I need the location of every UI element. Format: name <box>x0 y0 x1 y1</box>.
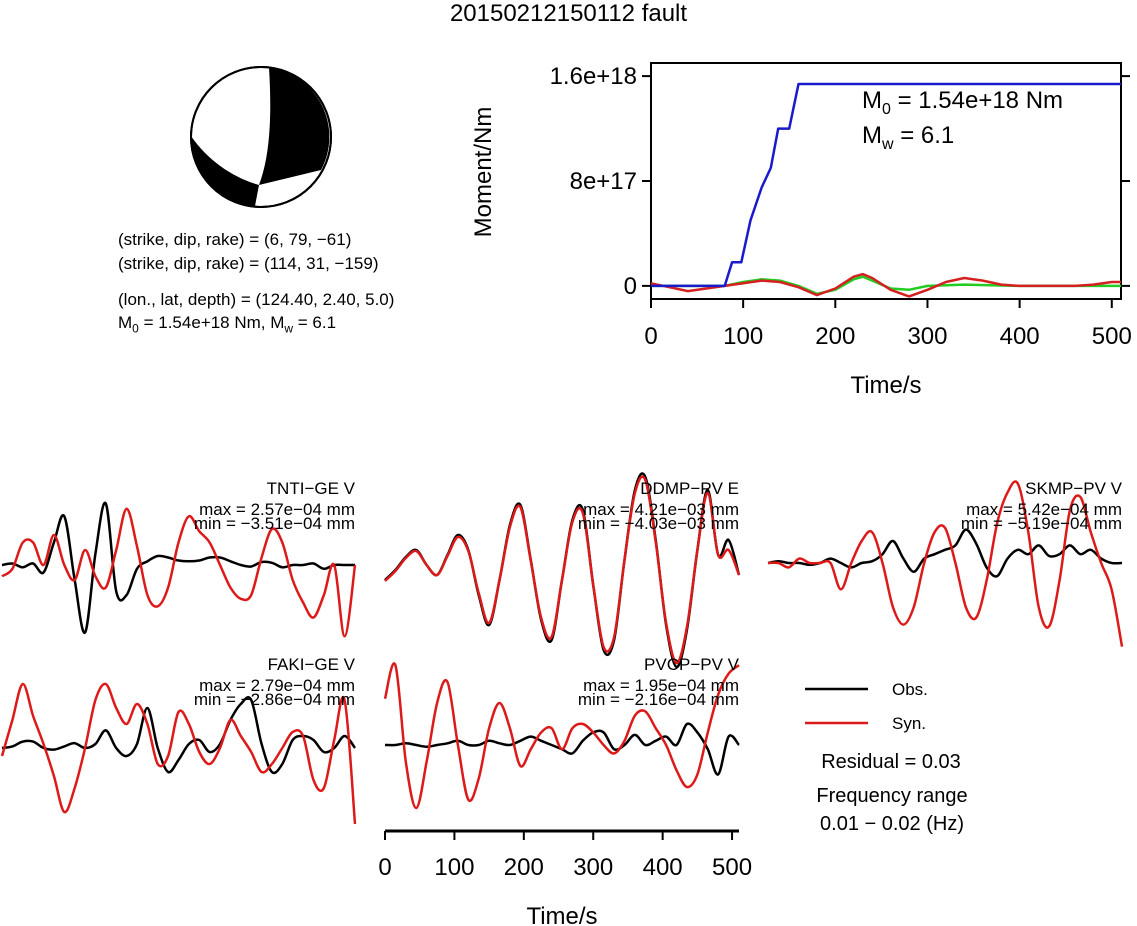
station-min: min = −3.51e−04 mm <box>194 514 355 533</box>
waveform-xtick-label: 300 <box>573 854 613 881</box>
station-min: min = −5.19e−04 mm <box>961 514 1122 533</box>
moment-ylabel: Moment/Nm <box>470 107 497 238</box>
waveform-x-ticks: 0 100 200 300 400 500 <box>378 831 752 881</box>
waveform-xtick-label: 0 <box>378 854 391 881</box>
nodal-plane-2: (strike, dip, rake) = (114, 31, −159) <box>118 254 379 273</box>
moment-ytick-label: 0 <box>624 273 637 300</box>
m0-annotation: M0 = 1.54e+18 Nm <box>862 87 1063 118</box>
residual-text: Residual = 0.03 <box>821 751 961 773</box>
station-name: SKMP−PV V <box>1025 479 1123 498</box>
station-max: max = 1.95e−04 mm <box>583 676 739 695</box>
mw-annotation: Mw = 6.1 <box>862 122 954 153</box>
frequency-range-label: Frequency range <box>816 785 967 807</box>
synthetic-waveform <box>767 480 1124 647</box>
synthetic-waveform <box>383 662 740 810</box>
moment-ytick-label: 8e+17 <box>570 168 637 195</box>
station-name: PVCP−PV V <box>644 655 740 674</box>
observed-waveform <box>1 501 355 634</box>
beachball-diagram <box>190 66 332 208</box>
moment-series-line-2 <box>651 275 1121 296</box>
moment-magnitude-line: M0 = 1.54e+18 Nm, Mw = 6.1 <box>118 313 337 336</box>
waveform-time-axis: 0 100 200 300 400 500 Time/s <box>378 829 752 926</box>
moment-xtick-label: 300 <box>907 323 947 350</box>
moment-plot: 0 8e+17 1.6e+18 0 100 200 300 400 500 Moment/Nm… <box>470 62 1132 399</box>
moment-ytick-label: 1.6e+18 <box>550 63 637 90</box>
moment-series-line-1 <box>650 272 1121 298</box>
moment-series-line-0 <box>651 82 1121 288</box>
synthetic-waveform <box>1 507 357 638</box>
moment-series <box>650 82 1121 298</box>
synthetic-waveform <box>384 475 741 665</box>
waveform-xtick-label: 400 <box>643 854 683 881</box>
station-min: min = −2.16e−04 mm <box>578 690 739 709</box>
observed-waveform <box>767 528 1123 578</box>
moment-xtick-label: 100 <box>723 323 763 350</box>
synthetic-waveform <box>0 682 357 825</box>
beachball-compressional-quadrant-2 <box>190 136 259 206</box>
waveform-xtick-label: 200 <box>504 854 544 881</box>
station-max: max = 4.21e−03 mm <box>583 500 739 519</box>
moment-x-ticks: 0 100 200 300 400 500 <box>644 299 1132 350</box>
waveform-xtick-label: 500 <box>712 854 752 881</box>
legend-syn-label: Syn. <box>892 714 926 733</box>
moment-xtick-label: 0 <box>644 323 657 350</box>
legend: Obs. Syn. Residual = 0.03 Frequency rang… <box>805 680 968 835</box>
station-min: min = −4.03e−03 mm <box>578 514 739 533</box>
moment-xtick-label: 400 <box>1000 323 1040 350</box>
moment-xtick-label: 500 <box>1092 323 1132 350</box>
figure-title: 20150212150112 fault <box>449 0 688 27</box>
source-location: (lon., lat, depth) = (124.40, 2.40, 5.0) <box>118 290 395 309</box>
legend-obs-label: Obs. <box>892 680 928 699</box>
nodal-plane-1: (strike, dip, rake) = (6, 79, −61) <box>118 230 352 249</box>
station-name: FAKI−GE V <box>268 655 356 674</box>
moment-plot-frame <box>650 62 1122 300</box>
waveform-xlabel: Time/s <box>526 903 597 926</box>
moment-xtick-label: 200 <box>815 323 855 350</box>
beachball-compressional-quadrant <box>259 67 330 185</box>
observed-waveform <box>384 472 741 669</box>
moment-y-ticks: 0 8e+17 1.6e+18 <box>550 63 1130 300</box>
observed-waveform <box>384 722 740 776</box>
station-max: max = 5.42e−04 mm <box>966 500 1122 519</box>
station-max: max = 2.57e−04 mm <box>199 500 355 519</box>
frequency-range-value: 0.01 − 0.02 (Hz) <box>820 813 964 835</box>
station-max: max = 2.79e−04 mm <box>199 676 355 695</box>
station-name: DDMP−PV E <box>640 479 739 498</box>
station-name: TNTI−GE V <box>267 479 356 498</box>
observed-waveform <box>1 696 357 775</box>
moment-xlabel: Time/s <box>850 372 921 399</box>
station-min: min = −2.86e−04 mm <box>194 690 355 709</box>
waveform-xtick-label: 100 <box>434 854 474 881</box>
